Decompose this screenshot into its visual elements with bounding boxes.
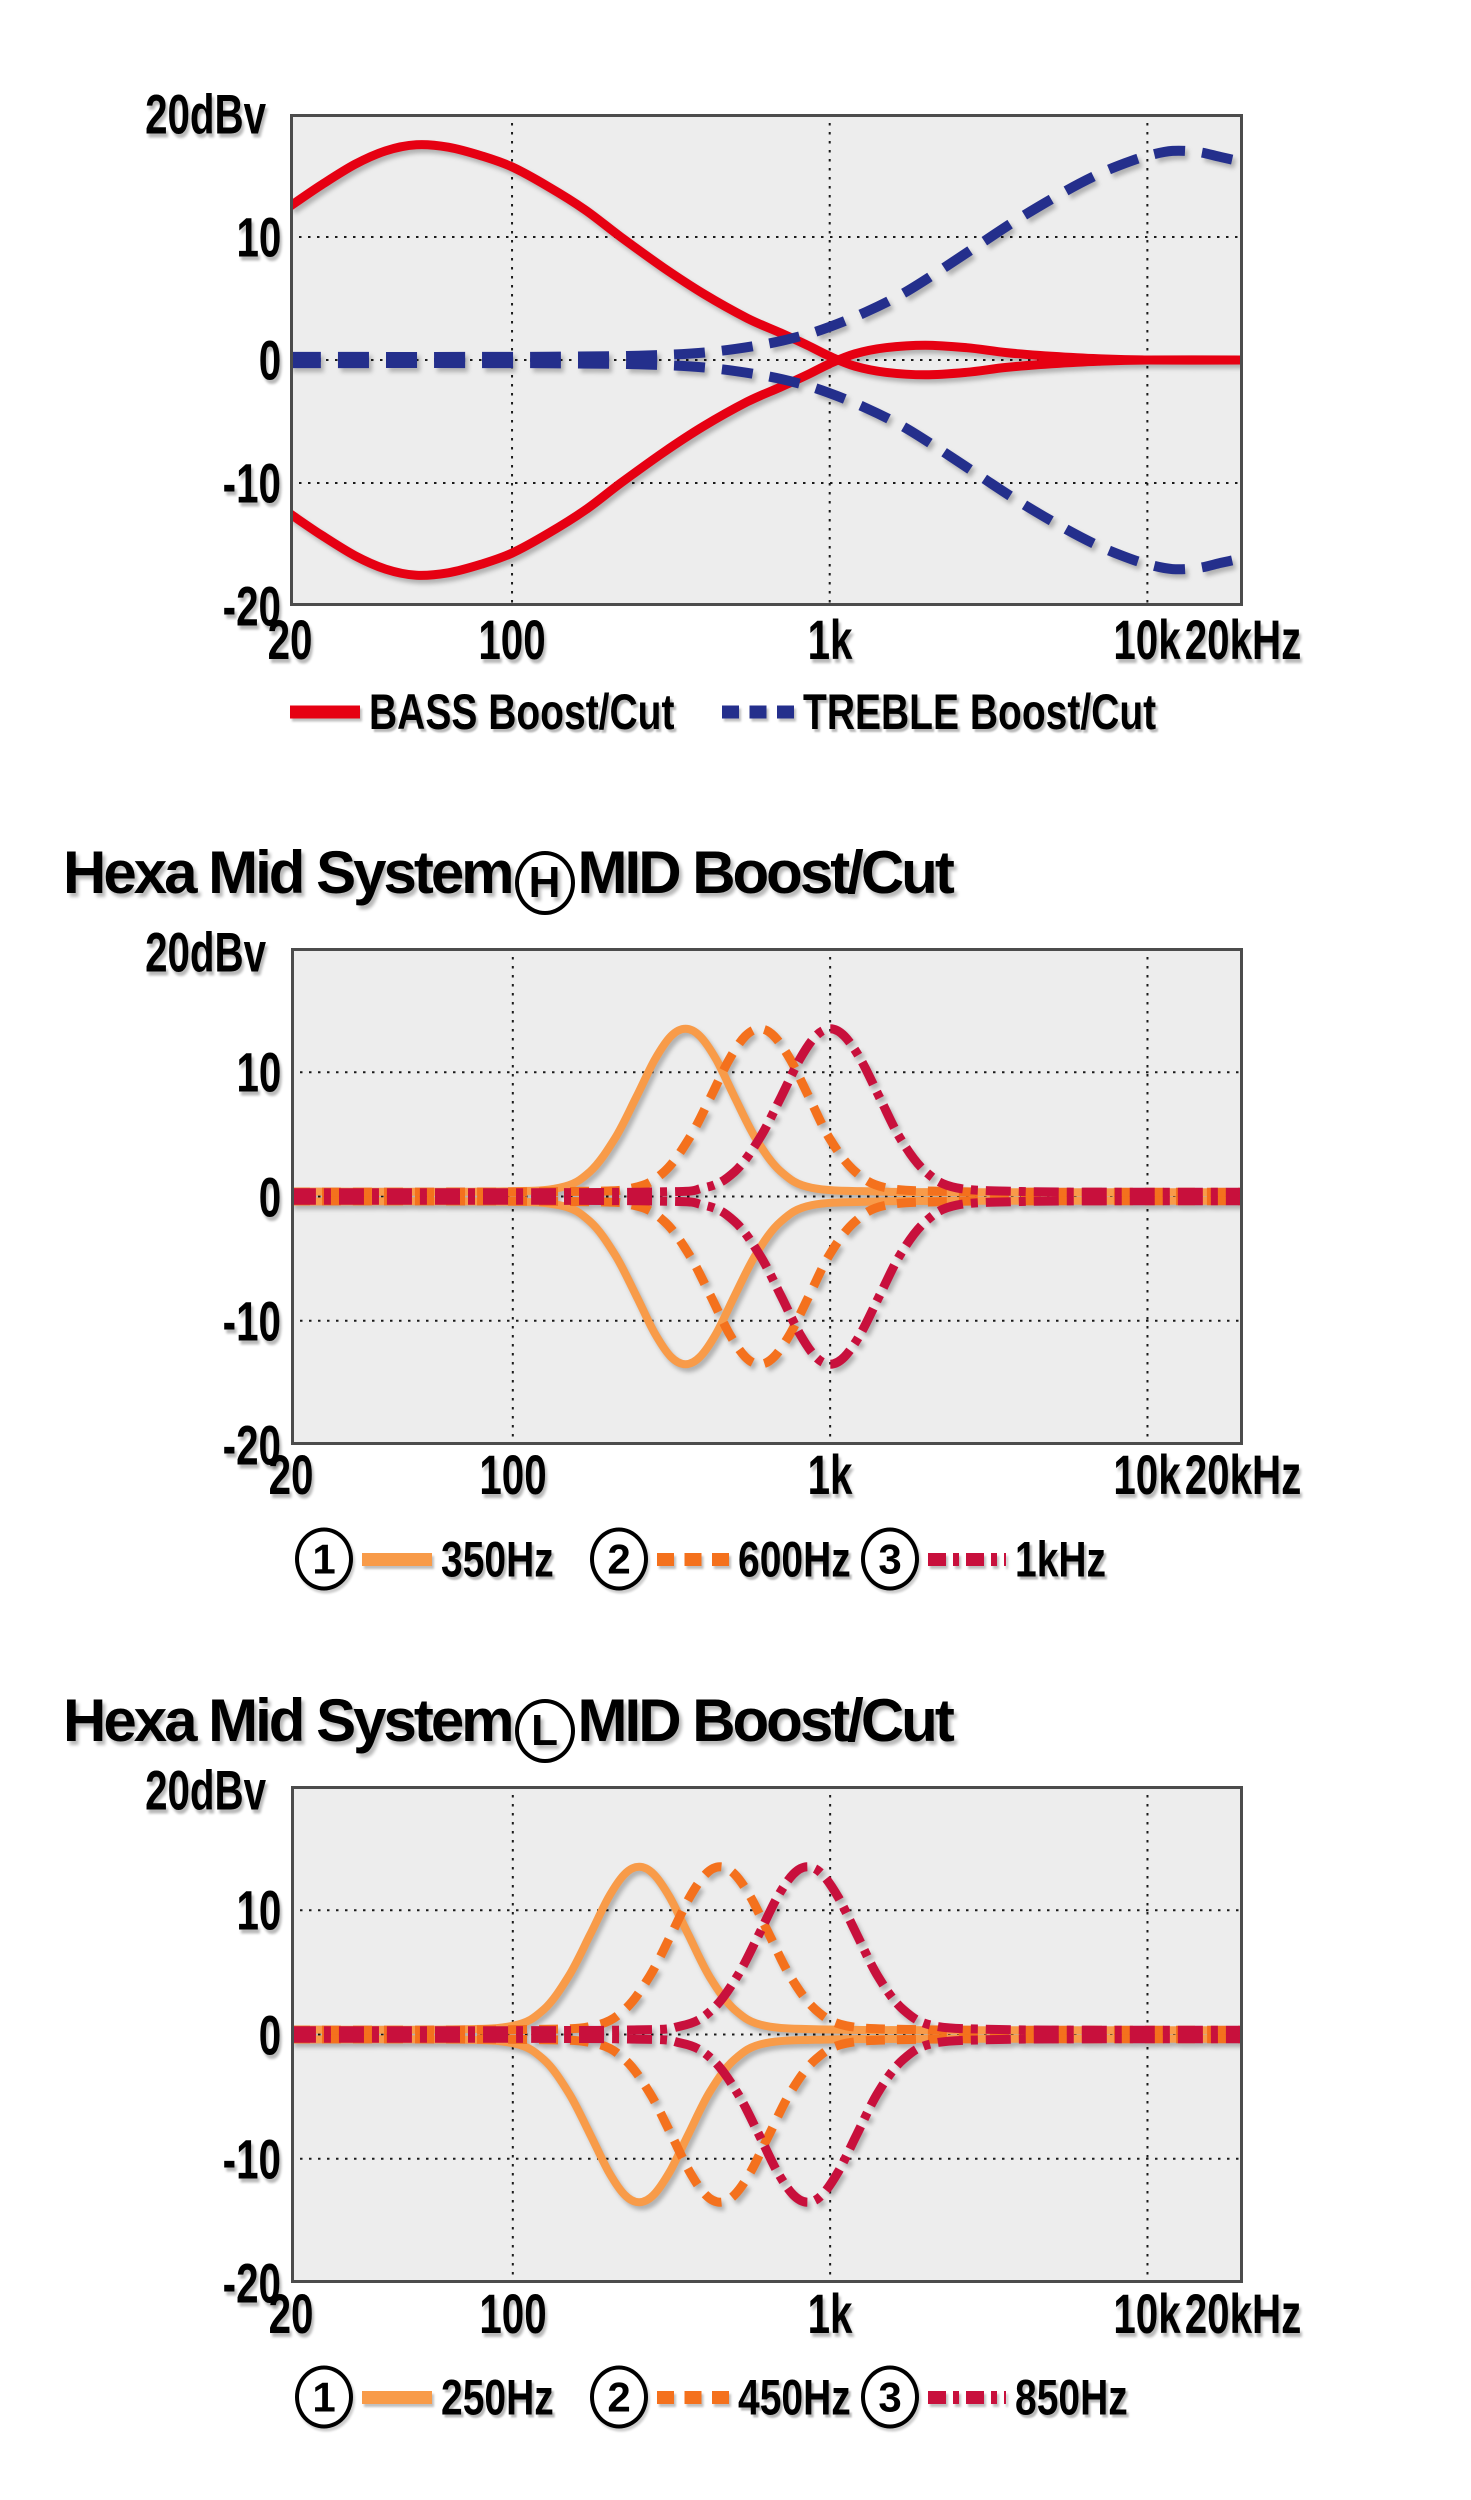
x-tick-label: 1k <box>807 2282 853 2345</box>
title-prefix: Hexa Mid System <box>63 839 515 906</box>
plot-border <box>290 114 1243 606</box>
legend-item: TREBLE Boost/Cut <box>722 683 1256 741</box>
y-tick-label: 0 <box>258 1165 281 1228</box>
legend-number-badge: 1 <box>295 1527 353 1591</box>
title-suffix: MID Boost/Cut <box>577 1687 955 1754</box>
title-prefix: Hexa Mid System <box>63 1687 515 1754</box>
curve-250hz-boost <box>291 1862 1243 2035</box>
legend-number-badge: 1 <box>295 2365 353 2429</box>
chart-title: Hexa Mid System L MID Boost/Cut <box>63 1686 955 1763</box>
curve-1khz-cut <box>291 1195 1243 1369</box>
curve-treble-boost-cut-boost <box>290 145 1243 362</box>
legend-label: 600Hz <box>738 1531 851 1587</box>
dashdot-line-swatch-icon <box>928 2390 1006 2404</box>
y-tick-label: -20 <box>222 1413 281 1477</box>
legend-item: 3 1kHz <box>861 1527 1132 1591</box>
title-suffix: MID Boost/Cut <box>577 839 955 906</box>
x-tick-label: 10k <box>1113 1443 1182 1506</box>
x-tick-label: 20kHz <box>1184 1443 1302 1506</box>
y-unit-label: 20dBv <box>144 920 266 984</box>
curve-450hz-cut <box>291 2034 1243 2207</box>
y-tick-label: -20 <box>222 574 281 638</box>
legend-number-badge: 2 <box>590 2365 648 2429</box>
x-tick-label: 20kHz <box>1184 608 1302 671</box>
dashed-line-swatch-icon <box>657 1552 729 1566</box>
curve-treble-boost-cut-cut <box>290 358 1243 575</box>
x-tick-label: 100 <box>479 2282 547 2345</box>
curve-1khz-boost <box>291 1024 1243 1198</box>
y-tick-label: 0 <box>258 328 281 392</box>
curve-350hz-boost <box>291 1024 1243 1197</box>
x-tick-label: 100 <box>478 608 546 671</box>
plot-border <box>291 948 1243 1445</box>
y-tick-label: 10 <box>236 1878 281 1942</box>
y-tick-label: -10 <box>222 2127 281 2191</box>
y-tick-label: 10 <box>236 205 281 269</box>
legend-label: 450Hz <box>738 2369 851 2425</box>
legend-item: 3 850Hz <box>861 2365 1160 2429</box>
y-tick-label: 0 <box>258 2003 281 2066</box>
plot-tone-control <box>290 114 1243 606</box>
plot-hexa-mid-h <box>291 948 1243 1445</box>
x-tick-label: 20 <box>268 1443 314 1506</box>
legend-label: 1kHz <box>1015 1531 1107 1587</box>
x-tick-label: 100 <box>479 1443 547 1506</box>
dashed-line-swatch-icon <box>722 705 794 719</box>
y-unit-label: 20dBv <box>144 82 266 146</box>
x-tick-label: 20 <box>268 2282 314 2345</box>
x-tick-label: 20kHz <box>1184 2282 1302 2345</box>
dashed-line-swatch-icon <box>657 2390 729 2404</box>
y-tick-label: -10 <box>222 451 281 515</box>
x-tick-label: 1k <box>807 1443 853 1506</box>
legend-label: 350Hz <box>441 1531 554 1587</box>
legend-number-badge: 3 <box>861 2365 919 2429</box>
solid-line-swatch-icon <box>362 2390 432 2404</box>
plot-hexa-mid-l <box>291 1786 1243 2283</box>
dashdot-line-swatch-icon <box>928 1552 1006 1566</box>
chart-title: Hexa Mid System H MID Boost/Cut <box>63 838 955 915</box>
x-tick-label: 10k <box>1113 2282 1182 2345</box>
y-unit-label: 20dBv <box>144 1758 266 1822</box>
y-tick-label: 10 <box>236 1040 281 1104</box>
x-tick-label: 1k <box>807 608 853 671</box>
circled-letter-h: H <box>514 851 575 915</box>
curve-350hz-cut <box>291 1196 1243 1369</box>
legend-item: 2 600Hz <box>590 1527 883 1591</box>
curve-450hz-boost <box>291 1862 1243 2035</box>
x-tick-label: 10k <box>1113 608 1181 671</box>
legend-number-badge: 2 <box>590 1527 648 1591</box>
curves <box>290 140 1243 580</box>
solid-line-swatch-icon <box>362 1552 432 1566</box>
legend-item: 1 250Hz <box>295 2365 586 2429</box>
legend-item: 1 350Hz <box>295 1527 586 1591</box>
legend-number-badge: 3 <box>861 1527 919 1591</box>
curve-bass-boost-cut-cut <box>290 340 1243 580</box>
curve-bass-boost-cut-boost <box>290 140 1243 380</box>
curve-850hz-cut <box>291 2033 1243 2207</box>
legend-label: BASS Boost/Cut <box>369 684 675 740</box>
curve-850hz-boost <box>291 1862 1243 2036</box>
legend-item: 2 450Hz <box>590 2365 883 2429</box>
legend-label: 850Hz <box>1015 2369 1128 2425</box>
legend-item: BASS Boost/Cut <box>290 683 761 741</box>
circled-letter-l: L <box>514 1699 575 1763</box>
curves <box>291 1024 1243 1369</box>
curves <box>291 1862 1243 2207</box>
solid-line-swatch-icon <box>290 705 360 719</box>
curve-250hz-cut <box>291 2034 1243 2207</box>
y-tick-label: -20 <box>222 2251 281 2315</box>
x-tick-label: 20 <box>267 608 313 671</box>
plot-border <box>291 1786 1243 2283</box>
legend-label: 250Hz <box>441 2369 554 2425</box>
legend-label: TREBLE Boost/Cut <box>803 684 1157 740</box>
y-tick-label: -10 <box>222 1289 281 1353</box>
